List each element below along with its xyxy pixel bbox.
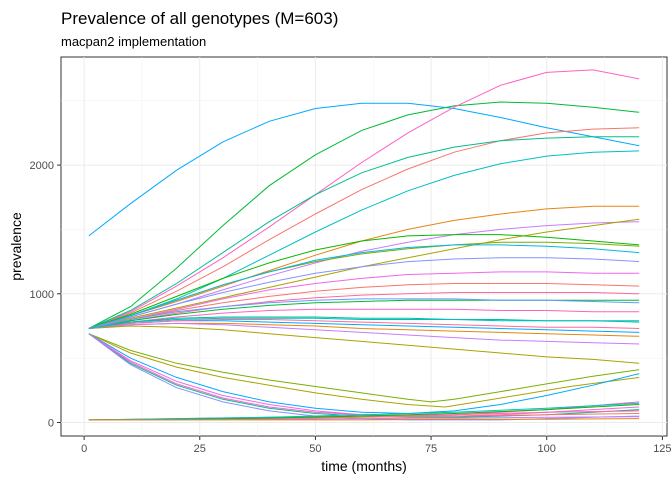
y-tick-label: 1000 — [30, 289, 54, 301]
series-line-28 — [88, 333, 640, 408]
series-line-36 — [88, 404, 640, 421]
series-line-1 — [88, 102, 640, 237]
y-axis-ticks: 0 1000 2000 — [30, 160, 61, 429]
series-line-6 — [88, 150, 640, 329]
series-line-14 — [88, 271, 640, 329]
series-line-23 — [88, 322, 640, 345]
y-tick-label: 2000 — [30, 160, 54, 172]
series-lines — [88, 69, 640, 421]
x-tick-label: 125 — [653, 443, 671, 455]
x-axis-ticks: 0 25 50 75 100 125 — [81, 436, 672, 455]
series-line-25 — [88, 319, 640, 329]
chart-subtitle: macpan2 implementation — [61, 34, 206, 49]
series-line-24 — [88, 325, 640, 364]
x-tick-label: 25 — [194, 443, 206, 455]
x-tick-label: 75 — [425, 443, 437, 455]
series-line-39 — [88, 418, 640, 421]
series-line-38 — [88, 402, 640, 421]
series-line-19 — [88, 308, 640, 329]
series-line-18 — [88, 298, 640, 329]
x-axis-title: time (months) — [321, 458, 407, 474]
y-axis-title: prevalence — [8, 212, 24, 281]
chart-title: Prevalence of all genotypes (M=603) — [61, 9, 338, 28]
plot-panel — [60, 56, 668, 437]
series-line-27 — [88, 333, 640, 403]
x-tick-label: 50 — [309, 443, 321, 455]
series-line-2 — [88, 101, 640, 329]
series-line-5 — [88, 136, 640, 329]
series-line-13 — [88, 257, 640, 329]
x-tick-label: 100 — [538, 443, 556, 455]
series-line-29 — [88, 333, 640, 415]
series-line-11 — [88, 234, 640, 329]
series-line-4 — [88, 127, 640, 329]
series-line-12 — [88, 244, 640, 329]
series-line-3 — [88, 69, 640, 329]
series-line-16 — [88, 283, 640, 329]
x-tick-label: 0 — [81, 443, 87, 455]
series-line-26 — [88, 317, 640, 329]
series-line-15 — [88, 292, 640, 329]
y-tick-label: 0 — [48, 417, 54, 429]
